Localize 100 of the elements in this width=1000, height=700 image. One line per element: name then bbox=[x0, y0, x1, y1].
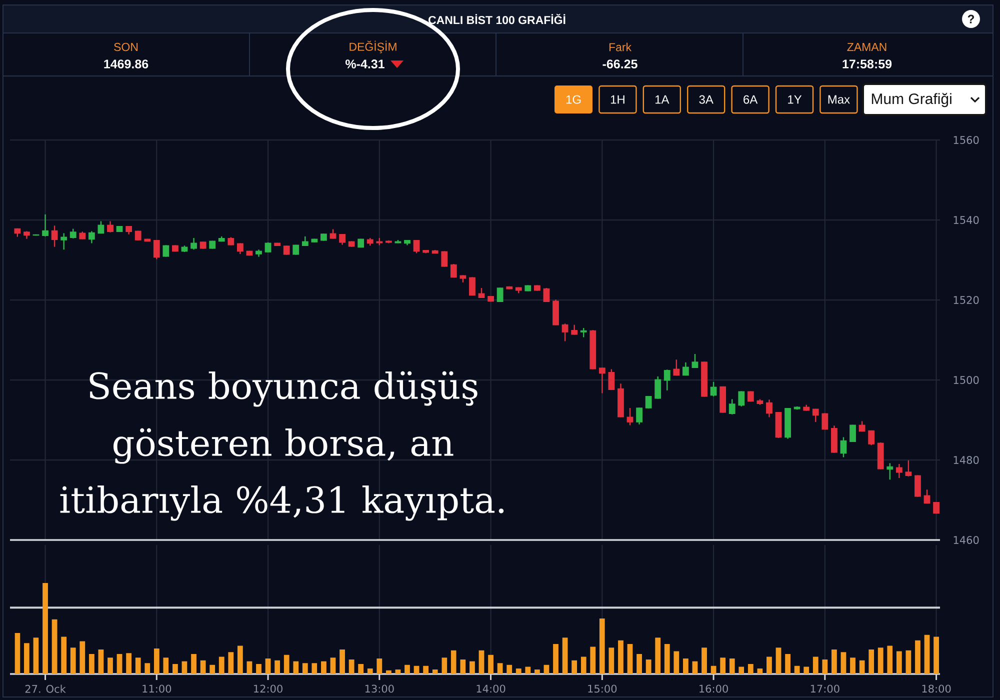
candlestick bbox=[153, 239, 160, 260]
candlestick bbox=[441, 250, 448, 268]
bar bbox=[478, 650, 484, 674]
y-tick-label: 1460 bbox=[954, 536, 979, 544]
bar bbox=[274, 660, 280, 674]
candlestick bbox=[562, 323, 568, 342]
candlestick bbox=[42, 214, 48, 238]
bar bbox=[590, 646, 596, 674]
text: 1H bbox=[610, 95, 624, 104]
bar bbox=[284, 654, 290, 674]
x-tick-label: 15:00 bbox=[588, 684, 617, 693]
candlestick bbox=[339, 233, 346, 246]
bar bbox=[182, 661, 188, 674]
bar bbox=[163, 658, 169, 674]
bar bbox=[506, 664, 512, 674]
bar bbox=[321, 661, 326, 674]
bar bbox=[358, 664, 364, 674]
bar bbox=[840, 652, 846, 674]
candlestick bbox=[728, 398, 736, 416]
bar bbox=[246, 661, 252, 674]
bar bbox=[785, 654, 790, 674]
y-tick-label: 1540 bbox=[954, 216, 979, 224]
text: SON bbox=[114, 42, 138, 52]
bar bbox=[748, 664, 754, 674]
bar bbox=[516, 668, 522, 674]
bar bbox=[766, 656, 772, 674]
bar bbox=[729, 658, 735, 674]
candlestick bbox=[60, 232, 68, 250]
bar bbox=[497, 663, 503, 674]
x-tick-label: 17:00 bbox=[810, 684, 840, 693]
candlestick bbox=[682, 362, 689, 376]
text: 1A bbox=[655, 95, 670, 104]
bar bbox=[108, 658, 113, 674]
bar bbox=[544, 664, 550, 674]
text: %-4.31 bbox=[346, 60, 384, 68]
bar bbox=[395, 669, 401, 674]
bar bbox=[580, 656, 586, 674]
bar bbox=[924, 634, 930, 674]
candlestick bbox=[914, 474, 921, 498]
bar bbox=[191, 654, 196, 674]
bar bbox=[850, 658, 856, 674]
bar bbox=[88, 654, 94, 674]
candlestick bbox=[896, 463, 902, 479]
candlestick bbox=[886, 462, 894, 480]
text: 1469.86 bbox=[104, 60, 148, 68]
candlestick bbox=[692, 353, 698, 369]
y-tick-label: 1500 bbox=[954, 376, 979, 384]
bar bbox=[154, 648, 160, 674]
bar bbox=[646, 659, 652, 674]
bar bbox=[450, 650, 456, 674]
text: 1Y bbox=[788, 95, 802, 104]
bar bbox=[906, 650, 912, 674]
candlestick bbox=[924, 489, 930, 504]
x-tick-label: 18:00 bbox=[922, 684, 951, 693]
bar bbox=[218, 656, 224, 674]
bar bbox=[832, 649, 837, 674]
bar bbox=[330, 658, 336, 674]
bar bbox=[682, 658, 688, 674]
candlestick bbox=[413, 239, 420, 254]
text: -66.25 bbox=[602, 60, 638, 68]
bar bbox=[896, 651, 902, 674]
bar bbox=[822, 659, 828, 674]
bar bbox=[878, 648, 884, 674]
x-tick-label: 16:00 bbox=[700, 684, 728, 693]
bar bbox=[80, 641, 86, 674]
candlestick bbox=[738, 390, 745, 408]
bar bbox=[61, 636, 67, 674]
candlestick bbox=[645, 395, 652, 410]
bar bbox=[312, 663, 318, 674]
candlestick bbox=[571, 324, 578, 336]
candlestick bbox=[822, 412, 828, 430]
bar bbox=[135, 658, 141, 674]
candlestick bbox=[51, 225, 58, 248]
annotation: Seans boyunca düşüş gösteren borsa, an itibarıyla %4,31 kayıpta. bbox=[60, 371, 504, 521]
bar bbox=[98, 649, 104, 674]
bar bbox=[237, 646, 243, 674]
bar bbox=[934, 636, 939, 674]
candlestick bbox=[905, 460, 912, 478]
text: Fark bbox=[609, 42, 632, 52]
bar bbox=[24, 643, 30, 674]
candlestick bbox=[812, 408, 819, 423]
candlestick bbox=[162, 244, 170, 258]
candlestick bbox=[107, 220, 114, 234]
bar bbox=[812, 656, 818, 674]
bar bbox=[414, 666, 420, 674]
bar bbox=[42, 583, 48, 674]
candlestick bbox=[469, 276, 476, 296]
bar bbox=[14, 633, 20, 674]
bar bbox=[172, 664, 178, 674]
bar bbox=[664, 644, 670, 674]
bar bbox=[868, 649, 874, 674]
x-tick-label: 12:00 bbox=[254, 684, 282, 693]
bar bbox=[470, 661, 475, 674]
bar bbox=[572, 660, 578, 674]
candlestick bbox=[840, 436, 847, 458]
candlestick bbox=[626, 407, 634, 426]
candlestick bbox=[608, 368, 615, 391]
candlestick bbox=[673, 359, 680, 376]
candlestick bbox=[330, 228, 336, 240]
y-tick-label: 1520 bbox=[954, 296, 979, 304]
